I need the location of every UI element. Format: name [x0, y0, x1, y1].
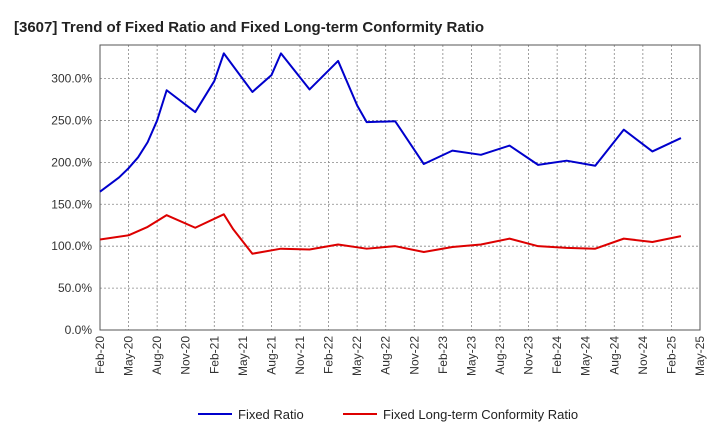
series-fixed-long-term-conformity-ratio-line — [99, 213, 682, 255]
x-tick-label: Nov-24 — [636, 336, 650, 375]
y-tick-label: 250.0% — [51, 113, 92, 127]
x-tick-label: Feb-24 — [550, 336, 564, 374]
x-tick-label: May-22 — [350, 336, 364, 376]
axis-layer: 0.0% 50.0% 100.0% 150.0% 200.0% 250.0% 300.0% F… — [51, 44, 707, 376]
x-tick-label: Nov-21 — [293, 336, 307, 375]
x-tick-label: May-25 — [693, 336, 707, 376]
legend-label: Fixed Ratio — [238, 407, 304, 422]
x-tick-label: May-24 — [579, 336, 593, 376]
x-tick-label: Aug-23 — [493, 336, 507, 375]
legend-label: Fixed Long-term Conformity Ratio — [383, 407, 578, 422]
x-tick-label: May-21 — [236, 336, 250, 376]
grid-layer — [100, 45, 700, 330]
x-tick-label: Feb-20 — [93, 336, 107, 374]
y-tick-label: 50.0% — [58, 281, 92, 295]
series-fixed-ratio-line — [99, 52, 682, 193]
y-tick-label: 300.0% — [51, 72, 92, 86]
y-tick-label: 0.0% — [65, 323, 93, 337]
x-tick-label: Feb-23 — [436, 336, 450, 374]
x-tick-label: Aug-24 — [607, 336, 621, 375]
x-tick-label: Feb-25 — [664, 336, 678, 374]
y-tick-label: 200.0% — [51, 155, 92, 169]
plot-area-border — [99, 44, 701, 331]
x-tick-label: Aug-20 — [150, 336, 164, 375]
legend: Fixed Ratio Fixed Long-term Conformity Ra… — [198, 407, 578, 422]
x-tick-label: Nov-22 — [407, 336, 421, 375]
x-tick-label: Feb-21 — [207, 336, 221, 374]
y-tick-label: 100.0% — [51, 239, 92, 253]
x-tick-label: Aug-22 — [379, 336, 393, 375]
x-tick-label: May-20 — [122, 336, 136, 376]
x-tick-label: Nov-23 — [522, 336, 536, 375]
x-tick-label: May-23 — [464, 336, 478, 376]
series-layer — [99, 52, 682, 255]
x-tick-label: Aug-21 — [264, 336, 278, 375]
x-tick-label: Nov-20 — [179, 336, 193, 375]
y-tick-label: 150.0% — [51, 197, 92, 211]
chart-title: [3607] Trend of Fixed Ratio and Fixed Lo… — [14, 19, 484, 36]
x-tick-label: Feb-22 — [322, 336, 336, 374]
